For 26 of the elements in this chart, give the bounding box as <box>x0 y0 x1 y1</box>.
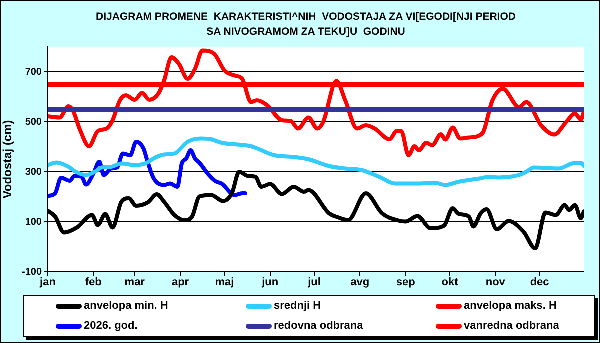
legend-label: 2026. god. <box>84 320 138 332</box>
x-tick-label: jun <box>261 276 279 289</box>
x-tick-label: okt <box>442 276 459 289</box>
legend-label: srednji H <box>274 300 322 312</box>
legend-label: anvelopa min. H <box>84 300 168 312</box>
x-tick-label: sep <box>396 276 416 289</box>
y-tick-label: 500 <box>25 116 42 128</box>
y-tick-label: -100 <box>22 266 42 278</box>
x-tick-label: feb <box>85 276 102 289</box>
x-tick-label: dec <box>530 276 550 289</box>
x-tick-label: avg <box>350 276 370 289</box>
line-series <box>48 140 248 198</box>
x-tick-label: maj <box>215 276 234 289</box>
chart-title: DIJAGRAM PROMENE KARAKTERISTI^NIH VODOSTAJA ZA VI[EGODI[NJI PERIOD SA NIVOGRAMOM ZA TEKU]U GODINU <box>95 10 517 40</box>
y-tick-label: 700 <box>25 66 42 78</box>
x-tick-label: jan <box>39 276 56 289</box>
legend-label: redovna odbrana <box>274 320 364 332</box>
x-tick-label: jul <box>307 276 321 289</box>
legend-label: vanredna odbrana <box>464 320 560 332</box>
x-tick-label: nov <box>486 276 506 289</box>
legend-label: anvelopa maks. H <box>464 300 557 312</box>
y-axis-title: Vodostaj (cm) <box>0 120 15 199</box>
y-tick-label: 300 <box>25 166 42 178</box>
x-tick-label: apr <box>172 276 190 289</box>
y-tick-label: 100 <box>25 216 42 228</box>
x-tick-label: mar <box>124 276 146 289</box>
